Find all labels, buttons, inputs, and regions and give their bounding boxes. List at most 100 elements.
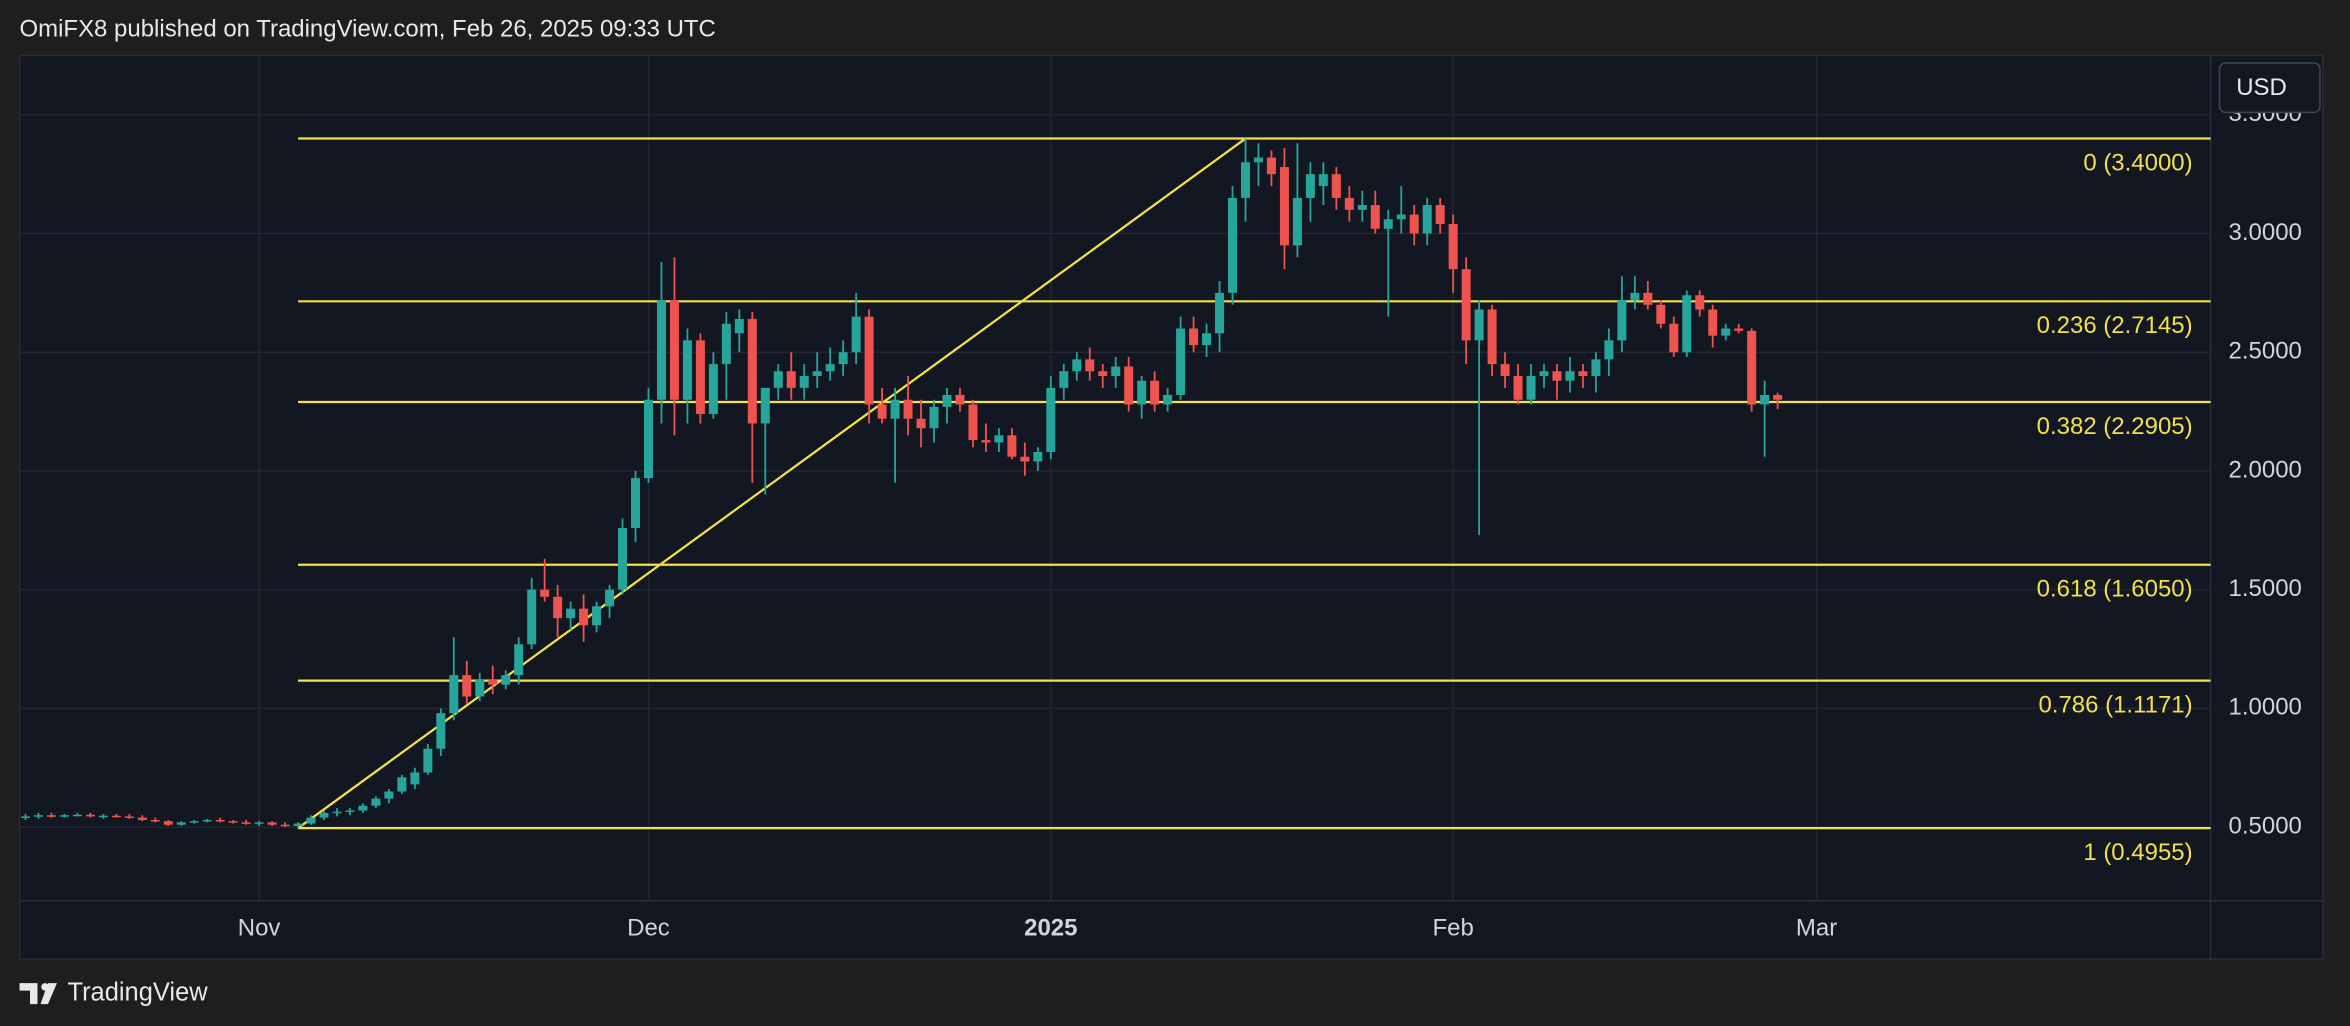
- candle-body: [669, 300, 679, 400]
- candle-body: [488, 679, 498, 685]
- candle-body: [98, 815, 108, 818]
- candle-body: [825, 364, 835, 372]
- candle-body: [1266, 157, 1276, 175]
- candle-body: [1033, 451, 1043, 462]
- candle-body: [1656, 304, 1666, 324]
- candle-body: [228, 821, 238, 823]
- candle-body: [734, 319, 744, 334]
- candle-body: [1526, 375, 1536, 400]
- candle-body: [280, 824, 290, 827]
- candle-body: [643, 399, 653, 479]
- currency-frame: [2218, 62, 2321, 114]
- chart-panel: [18, 54, 2324, 960]
- candle-body: [462, 675, 472, 697]
- candle-body: [1591, 359, 1601, 376]
- candle-body: [851, 316, 861, 353]
- candle-body: [553, 596, 563, 619]
- candle-body: [306, 817, 316, 824]
- fib-retracement: 0 (3.4000) 0.236 (2.7145) 0.382 (2.2905) 0.…: [297, 137, 2211, 866]
- candle-body: [111, 815, 121, 818]
- candles: [21, 138, 1783, 829]
- candle-body: [1241, 162, 1250, 198]
- candle-body: [1357, 205, 1367, 210]
- candle-body: [1409, 214, 1419, 234]
- candle-body: [1228, 197, 1238, 293]
- candle-body: [1370, 205, 1380, 229]
- candle-body: [1163, 394, 1173, 405]
- y-tick-label: 0.5000: [2229, 812, 2302, 839]
- footer-brand: TradingView: [67, 978, 208, 1006]
- fib-label: 0.236 (2.7145): [2037, 312, 2193, 339]
- candle-body: [371, 798, 381, 806]
- candle-body: [85, 814, 95, 817]
- candle-body: [540, 589, 550, 597]
- candle-body: [1617, 300, 1627, 341]
- candle-body: [1344, 197, 1354, 210]
- candle-body: [994, 435, 1004, 443]
- candle-body: [1448, 224, 1458, 270]
- footer-logo: [19, 983, 57, 1005]
- candle-body: [215, 819, 225, 822]
- candle-body: [527, 589, 537, 645]
- candle-body: [241, 822, 251, 824]
- candle-body: [1098, 371, 1108, 376]
- candle-body: [358, 805, 368, 811]
- candle-body: [1124, 366, 1134, 405]
- candle-body: [1383, 219, 1393, 229]
- candle-body: [1513, 375, 1523, 400]
- candle-body: [1292, 197, 1302, 246]
- candle-body: [345, 810, 355, 812]
- candle-body: [1578, 371, 1588, 376]
- currency-box: USD: [2218, 62, 2321, 114]
- y-tick-label: 1.0000: [2229, 694, 2302, 721]
- y-tick-label: 1.5000: [2229, 575, 2302, 602]
- candle-body: [1189, 328, 1199, 346]
- candle-body: [163, 821, 173, 825]
- candle-body: [566, 608, 576, 619]
- axes: 0.50001.00001.50002.00002.50003.00003.50…: [238, 100, 2302, 941]
- candle-body: [1682, 295, 1692, 353]
- candle-body: [1396, 214, 1406, 220]
- candle-body: [682, 340, 692, 400]
- fib-label: 1 (0.4955): [2083, 839, 2192, 866]
- candle-body: [1150, 380, 1160, 405]
- candle-body: [1085, 359, 1095, 372]
- candle-body: [267, 822, 277, 825]
- candle-body: [747, 319, 757, 424]
- candle-body: [1643, 292, 1653, 305]
- candle-body: [812, 371, 822, 376]
- candle-body: [1565, 371, 1575, 381]
- y-tick-label: 3.0000: [2229, 219, 2302, 246]
- fib-trend-line: [297, 137, 1247, 830]
- logo-dot: [41, 983, 49, 991]
- candle-body: [475, 679, 485, 697]
- candle-body: [150, 819, 160, 822]
- candle-body: [1422, 205, 1432, 234]
- candle-body: [1059, 371, 1069, 388]
- candle-body: [1215, 292, 1225, 334]
- y-tick-label: 2.5000: [2229, 338, 2302, 365]
- candle-body: [1487, 309, 1497, 365]
- candle-body: [1137, 380, 1147, 405]
- candle-body: [254, 822, 264, 824]
- candle-body: [410, 772, 420, 785]
- candle-body: [721, 323, 731, 365]
- candle-body: [1552, 371, 1562, 381]
- candle-body: [877, 404, 887, 419]
- candle-body: [514, 644, 524, 676]
- candle-body: [618, 527, 628, 590]
- candle-body: [1202, 333, 1212, 346]
- candle-body: [1721, 328, 1731, 336]
- candle-body: [592, 606, 602, 626]
- candle-body: [579, 608, 589, 626]
- candle-body: [1630, 292, 1640, 301]
- candle-body: [501, 675, 511, 685]
- candle-body: [955, 394, 965, 405]
- candle-body: [332, 811, 342, 814]
- candle-body: [1708, 309, 1718, 336]
- candle-body: [1253, 157, 1263, 163]
- candle-body: [1176, 328, 1186, 395]
- x-tick-label: Nov: [238, 915, 281, 942]
